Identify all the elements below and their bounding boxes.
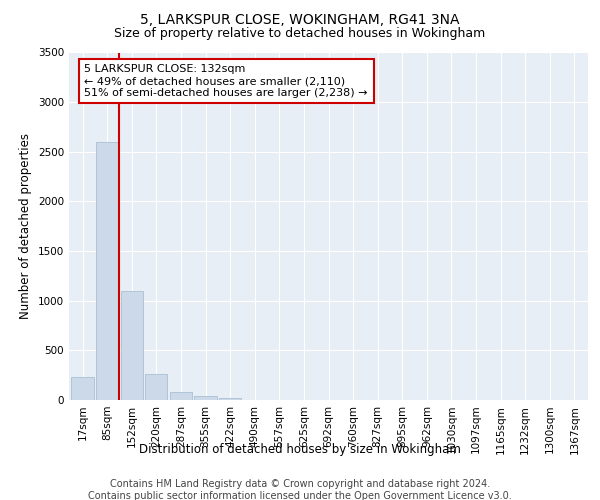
Bar [71, 377, 94, 400]
Text: 5, LARKSPUR CLOSE, WOKINGHAM, RG41 3NA: 5, LARKSPUR CLOSE, WOKINGHAM, RG41 3NA [140, 12, 460, 26]
Text: 5 LARKSPUR CLOSE: 132sqm
← 49% of detached houses are smaller (2,110)
51% of sem: 5 LARKSPUR CLOSE: 132sqm ← 49% of detach… [85, 64, 368, 98]
Bar [121, 291, 143, 400]
Bar [219, 398, 241, 400]
Bar [145, 374, 167, 400]
Text: Contains HM Land Registry data © Crown copyright and database right 2024.: Contains HM Land Registry data © Crown c… [110, 479, 490, 489]
Text: Size of property relative to detached houses in Wokingham: Size of property relative to detached ho… [115, 28, 485, 40]
Bar [194, 396, 217, 400]
Text: Distribution of detached houses by size in Wokingham: Distribution of detached houses by size … [139, 442, 461, 456]
Text: Contains public sector information licensed under the Open Government Licence v3: Contains public sector information licen… [88, 491, 512, 500]
Bar [170, 392, 192, 400]
Bar [96, 142, 118, 400]
Y-axis label: Number of detached properties: Number of detached properties [19, 133, 32, 320]
